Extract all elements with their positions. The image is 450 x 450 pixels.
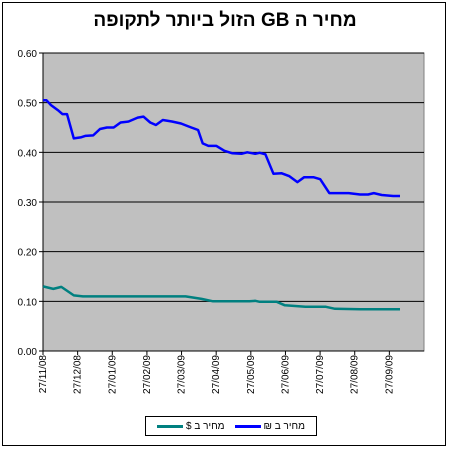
legend-label-ils: מחיר ב ₪ bbox=[263, 420, 305, 432]
x-tick-label: 27/06/09 bbox=[280, 355, 291, 394]
x-tick-label: 27/11/08 bbox=[38, 355, 49, 394]
x-tick-label: 27/01/09 bbox=[107, 355, 118, 394]
x-tick-label: 27/02/09 bbox=[142, 355, 153, 394]
x-tick-label: 27/04/09 bbox=[211, 355, 222, 394]
series-lines bbox=[42, 98, 400, 311]
series-line-usd bbox=[42, 285, 400, 311]
legend-label-usd: מחיר ב $ bbox=[186, 420, 225, 432]
legend-swatch-usd bbox=[157, 424, 184, 428]
legend-swatch-ils bbox=[234, 424, 261, 428]
y-axis-ticks: 0.00 0.10 0.20 0.30 0.40 0.50 0.60 bbox=[18, 49, 43, 358]
legend-item-usd: מחיר ב $ bbox=[157, 421, 225, 432]
y-tick-label: 0.00 bbox=[18, 347, 38, 358]
legend-item-ils: מחיר ב ₪ bbox=[234, 420, 305, 432]
x-tick-label: 27/12/08 bbox=[73, 355, 84, 394]
x-tick-label: 27/05/09 bbox=[246, 355, 257, 394]
legend: מחיר ב $ מחיר ב ₪ bbox=[145, 416, 317, 436]
series-line-ils bbox=[43, 98, 400, 198]
chart-title: מחיר ה GB הזול ביותר לתקופה bbox=[93, 10, 357, 31]
y-tick-label: 0.60 bbox=[18, 49, 38, 60]
y-tick-label: 0.30 bbox=[18, 198, 38, 209]
y-tick-label: 0.40 bbox=[18, 148, 38, 159]
gridlines bbox=[43, 52, 424, 302]
y-tick-label: 0.20 bbox=[18, 248, 38, 259]
y-tick-label: 0.10 bbox=[18, 297, 38, 308]
y-tick-label: 0.50 bbox=[18, 99, 38, 110]
x-tick-label: 27/09/09 bbox=[384, 355, 395, 394]
x-tick-label: 27/08/09 bbox=[350, 355, 361, 394]
x-axis-ticks: 27/11/08 27/12/08 27/01/09 27/02/09 27/03/09… bbox=[38, 351, 395, 394]
x-tick-label: 27/07/09 bbox=[315, 355, 326, 394]
x-tick-label: 27/03/09 bbox=[177, 355, 188, 394]
